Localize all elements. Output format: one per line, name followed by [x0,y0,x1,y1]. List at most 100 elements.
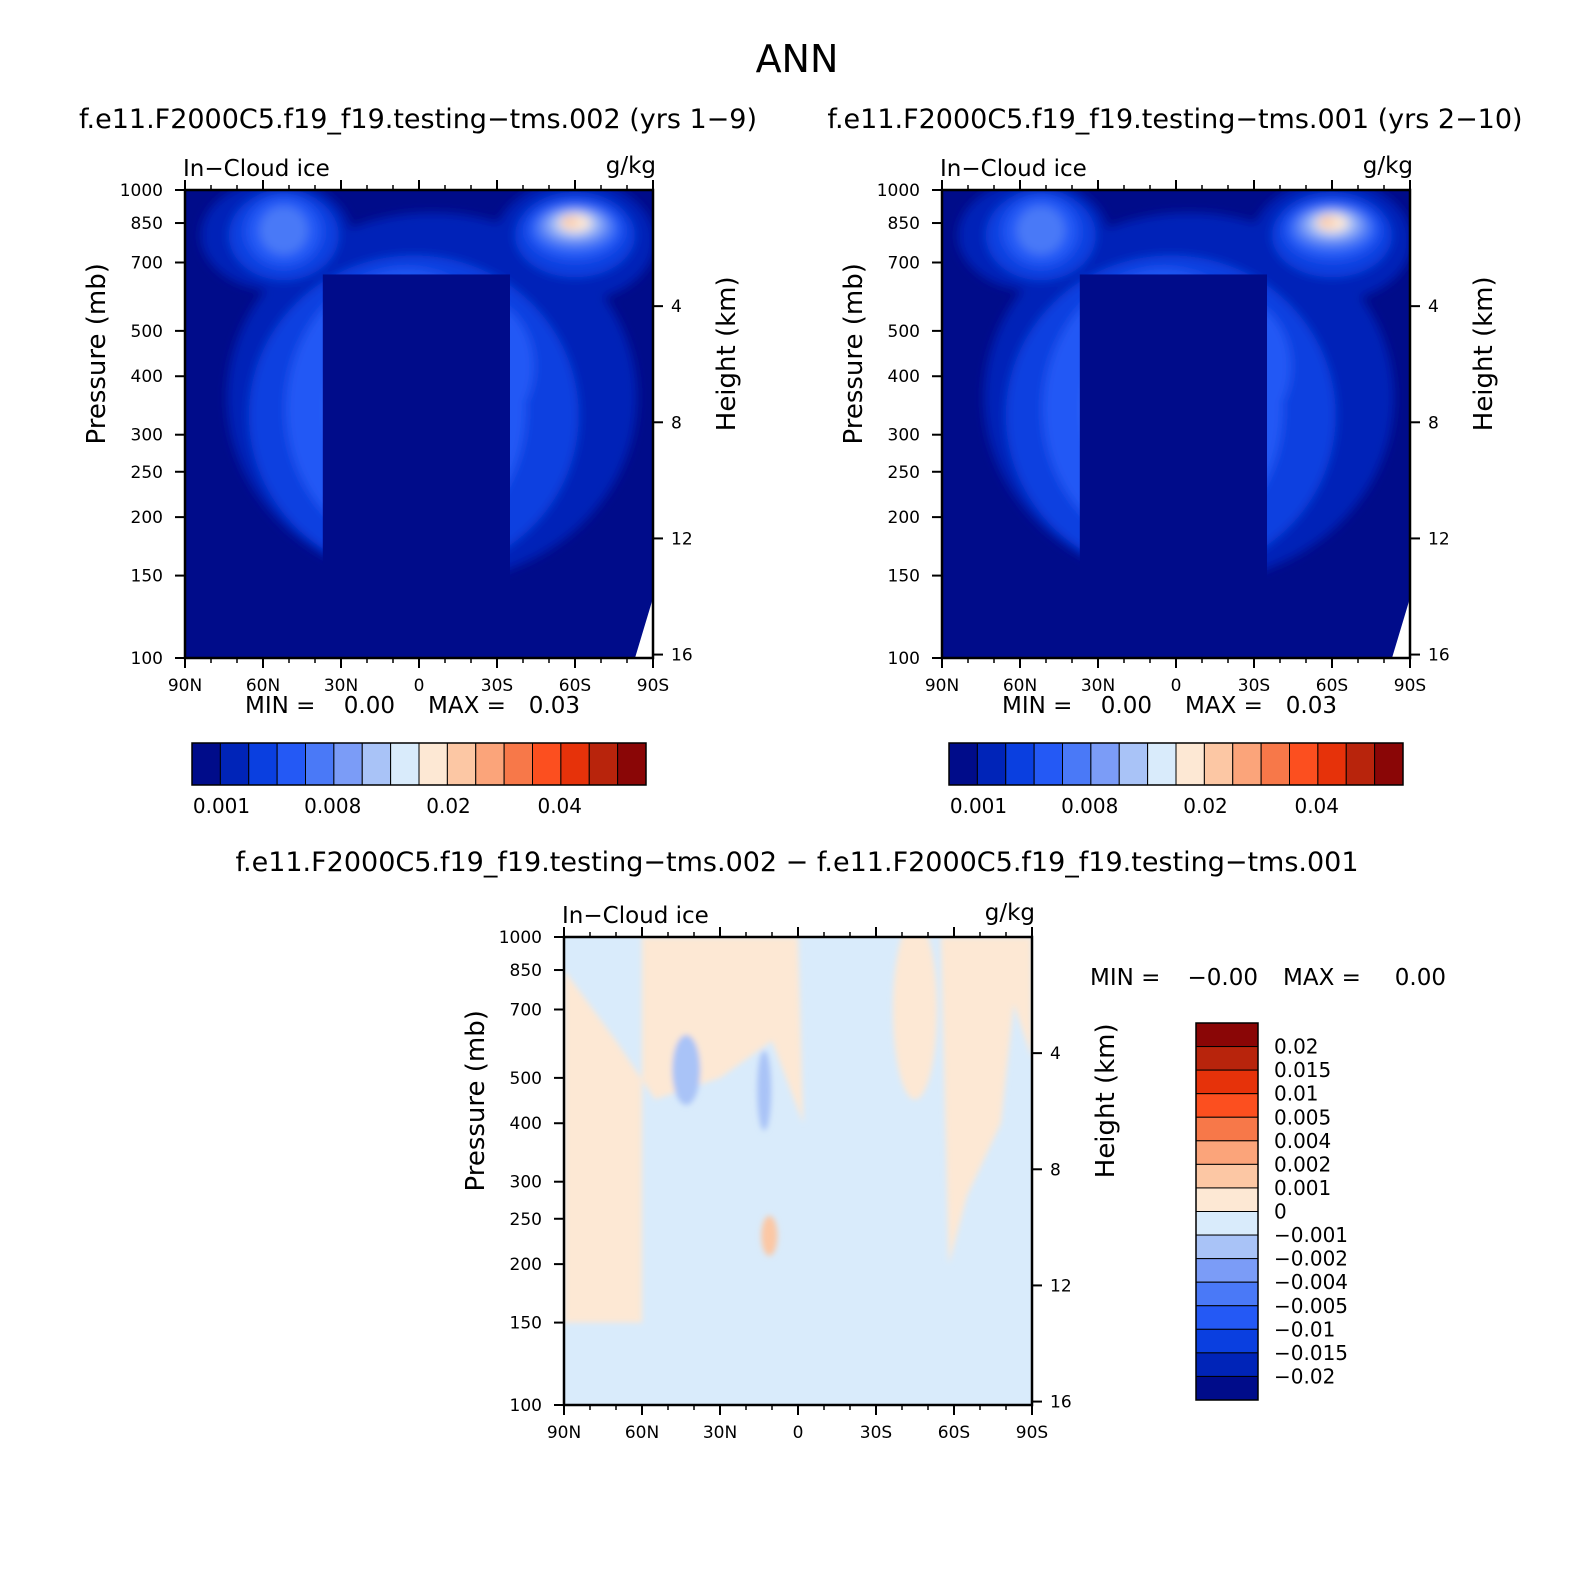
x-tick-label: 60S [559,676,591,696]
y-tick-label: 150 [888,567,920,587]
y-tick-label: 850 [131,214,163,234]
diff-title: f.e11.F2000C5.f19_f19.testing−tms.002 − … [235,847,1358,878]
colorbar-label: 0.01 [1274,1082,1319,1106]
x-tick-label: 60S [938,1423,970,1443]
y-axis-title: Pressure (mb) [839,263,869,444]
y-tick-label: 500 [510,1069,542,1089]
max-value: 0.00 [1395,965,1446,991]
colorbar-box [1195,1234,1259,1260]
x-tick-label: 0 [793,1423,804,1443]
colorbar-box [1195,1093,1259,1118]
y-axis-title: Pressure (mb) [461,1010,491,1191]
colorbar-label: 0.015 [1274,1058,1331,1082]
contour-field [564,937,1032,1405]
x-tick-label: 90S [1016,1423,1048,1443]
diff-positive-blob [761,1215,778,1256]
colorbar-label: 0.04 [537,794,582,818]
y2-tick-label: 16 [1050,1393,1072,1413]
colorbar-box [390,742,420,786]
y-tick-label: 700 [131,253,163,273]
y2-tick-label: 4 [1050,1044,1061,1064]
x-tick-label: 60S [1316,676,1348,696]
colorbar-label: 0.02 [1274,1035,1319,1059]
colorbar-box [617,742,647,786]
max-value: 0.03 [529,693,580,719]
y-tick-label: 100 [510,1396,542,1416]
colorbar-label: 0.002 [1274,1152,1331,1176]
colorbar-box [418,742,448,786]
x-tick-label: 0 [1171,676,1182,696]
x-tick-label: 30N [703,1423,737,1443]
y-tick-label: 1000 [499,928,542,948]
contour-level-9 [1318,216,1335,227]
y2-tick-label: 16 [1428,646,1450,666]
contour-gap [322,274,510,658]
colorbar-label: 0.02 [1183,794,1228,818]
colorbar-label: −0.005 [1274,1294,1348,1318]
colorbar-box [588,742,619,786]
colorbar-box [1203,742,1234,786]
y2-tick-label: 4 [671,297,682,317]
colorbar-box [1147,742,1177,786]
y-tick-label: 850 [510,961,542,981]
panel-a-title: f.e11.F2000C5.f19_f19.testing−tms.002 (y… [79,104,757,135]
y-tick-label: 200 [510,1255,542,1275]
colorbar-box [446,742,477,786]
colorbar-label: 0.001 [1274,1176,1331,1200]
x-tick-label: 30S [1238,676,1270,696]
colorbar-box [1195,1069,1259,1095]
y-tick-label: 250 [510,1210,542,1230]
x-tick-label: 30N [1081,676,1115,696]
colorbar-box [1195,1352,1259,1377]
diff-negative-blob [672,1034,701,1105]
contour-gap [1079,274,1267,658]
colorbar-label: 0.008 [1061,794,1118,818]
y2-tick-label: 8 [1050,1160,1061,1180]
x-tick-label: 90S [637,676,669,696]
y2-axis-title: Height (km) [1469,276,1499,431]
max-value: 0.03 [1286,693,1337,719]
y-tick-label: 100 [131,649,163,669]
colorbar-label: 0 [1274,1200,1287,1224]
page-title: ANN [756,37,839,81]
colorbar-box [1195,1281,1259,1307]
colorbar-label: 0.005 [1274,1105,1331,1129]
x-tick-label: 0 [414,676,425,696]
colorbar-box [1118,742,1149,786]
colorbar-box [191,742,221,786]
colorbar-box [1195,1258,1259,1283]
contour-field [185,190,653,658]
colorbar-frame [191,742,647,786]
panel-case2: 90N 60N 30N 0 30S 60S 90S 100 150 200 250 300 400 500… [839,153,1499,818]
colorbar-box [248,742,278,786]
colorbar-label: −0.004 [1274,1270,1348,1294]
colorbar-box [219,742,250,786]
colorbar-box [1090,742,1120,786]
colorbar-label: −0.002 [1274,1247,1348,1271]
x-tick-label: 60N [246,676,280,696]
units-label: g/kg [606,153,656,179]
variable-label: In−Cloud ice [562,903,709,929]
contour-field [942,190,1410,658]
colorbar-label: 0.004 [1274,1129,1331,1153]
min-label: MIN = [245,693,315,719]
colorbar-box [333,742,363,786]
x-tick-label: 60N [1003,676,1037,696]
colorbar-box [1175,742,1205,786]
colorbar-box [1374,742,1404,786]
y-axis-title: Pressure (mb) [82,263,112,444]
contour-level-4 [1016,206,1065,255]
y-tick-label: 500 [131,322,163,342]
y-tick-label: 400 [510,1114,542,1134]
y2-tick-label: 8 [671,413,682,433]
units-label: g/kg [985,900,1035,926]
colorbar-box [276,742,306,786]
y2-axis-title: Height (km) [712,276,742,431]
x-tick-label: 30S [481,676,513,696]
colorbar-label: 0.02 [426,794,471,818]
y-tick-label: 400 [131,367,163,387]
y-tick-label: 150 [510,1314,542,1334]
y2-tick-label: 12 [1050,1276,1072,1296]
max-label: MAX = [1185,693,1263,719]
min-label: MIN = [1090,965,1160,991]
